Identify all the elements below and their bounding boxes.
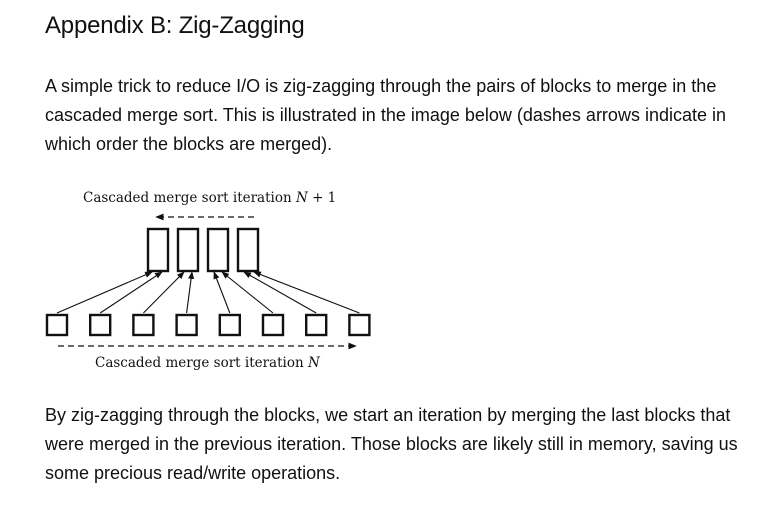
- top-block: [146, 227, 170, 273]
- bottom-block: [132, 313, 155, 337]
- top-blocks: [146, 227, 260, 273]
- bottom-blocks: [45, 313, 371, 337]
- merge-arrow: [143, 271, 185, 314]
- top-block: [236, 227, 260, 273]
- bottom-block: [175, 313, 198, 337]
- bottom-caption: Cascaded merge sort iteration N: [95, 355, 321, 371]
- bottom-block: [45, 313, 69, 337]
- top-block: [206, 227, 230, 273]
- bottom-block: [89, 313, 112, 337]
- merge-arrow: [221, 271, 274, 314]
- appendix-heading: Appendix B: Zig-Zagging: [45, 12, 305, 39]
- merge-arrow: [56, 271, 153, 314]
- top-caption: Cascaded merge sort iteration N + 1: [83, 190, 336, 206]
- merge-arrow: [243, 271, 317, 314]
- merge-arrows: [56, 271, 360, 314]
- bottom-block: [218, 313, 242, 337]
- intro-paragraph: A simple trick to reduce I/O is zig-zagg…: [45, 76, 726, 154]
- merge-arrow: [213, 271, 231, 314]
- merge-arrow: [99, 271, 163, 314]
- bottom-block: [261, 313, 285, 337]
- merge-arrow: [253, 271, 360, 314]
- top-block: [176, 227, 200, 273]
- top-caption-n: N: [295, 190, 309, 206]
- merge-arrow: [186, 271, 195, 314]
- bottom-caption-n: N: [307, 355, 321, 371]
- bottom-block: [305, 313, 328, 337]
- bottom-block: [348, 313, 371, 337]
- zig-zag-diagram-svg: Cascaded merge sort iteration N + 1 Casc…: [45, 190, 371, 371]
- zig-zag-diagram: Cascaded merge sort iteration N + 1 Casc…: [38, 180, 378, 375]
- outro-paragraph: By zig-zagging through the blocks, we st…: [45, 405, 738, 483]
